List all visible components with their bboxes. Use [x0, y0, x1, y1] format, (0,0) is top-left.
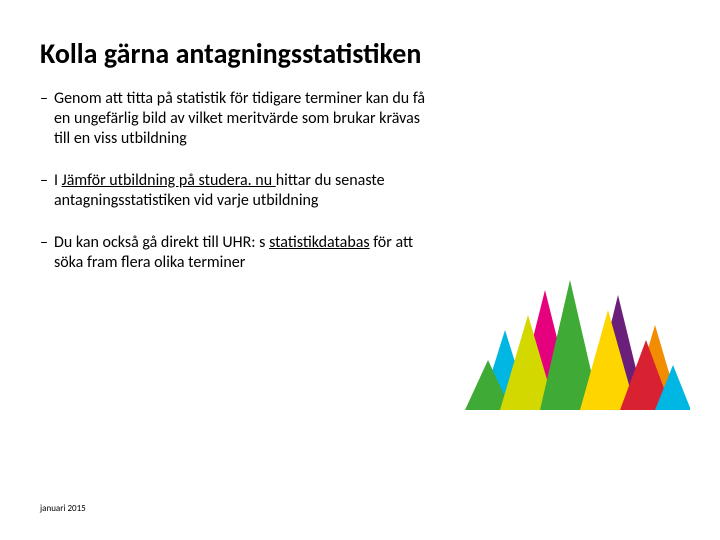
link-text: Jämför utbildning på studera. nu	[62, 171, 276, 190]
page-title: Kolla gärna antagningsstatistiken	[40, 36, 680, 71]
footer-date: januari 2015	[40, 503, 86, 514]
bullet-dash: –	[40, 89, 54, 149]
list-item: – Genom att titta på statistik för tidig…	[40, 89, 430, 149]
bullet-text: Genom att titta på statistik för tidigar…	[54, 89, 430, 149]
body-text: – Genom att titta på statistik för tidig…	[40, 89, 430, 273]
bullet-dash: –	[40, 233, 54, 273]
triangles-icon	[460, 270, 690, 410]
bullet-text: Du kan också gå direkt till UHR: s stati…	[54, 233, 430, 273]
link-text: statistikdatabas	[269, 233, 370, 252]
list-item: – I Jämför utbildning på studera. nu hit…	[40, 171, 430, 211]
list-item: – Du kan också gå direkt till UHR: s sta…	[40, 233, 430, 273]
bullet-dash: –	[40, 171, 54, 211]
slide: { "title": "Kolla gärna antagningsstatis…	[0, 0, 720, 540]
triangle-graphic	[460, 270, 690, 410]
bullet-text: I Jämför utbildning på studera. nu hitta…	[54, 171, 430, 211]
